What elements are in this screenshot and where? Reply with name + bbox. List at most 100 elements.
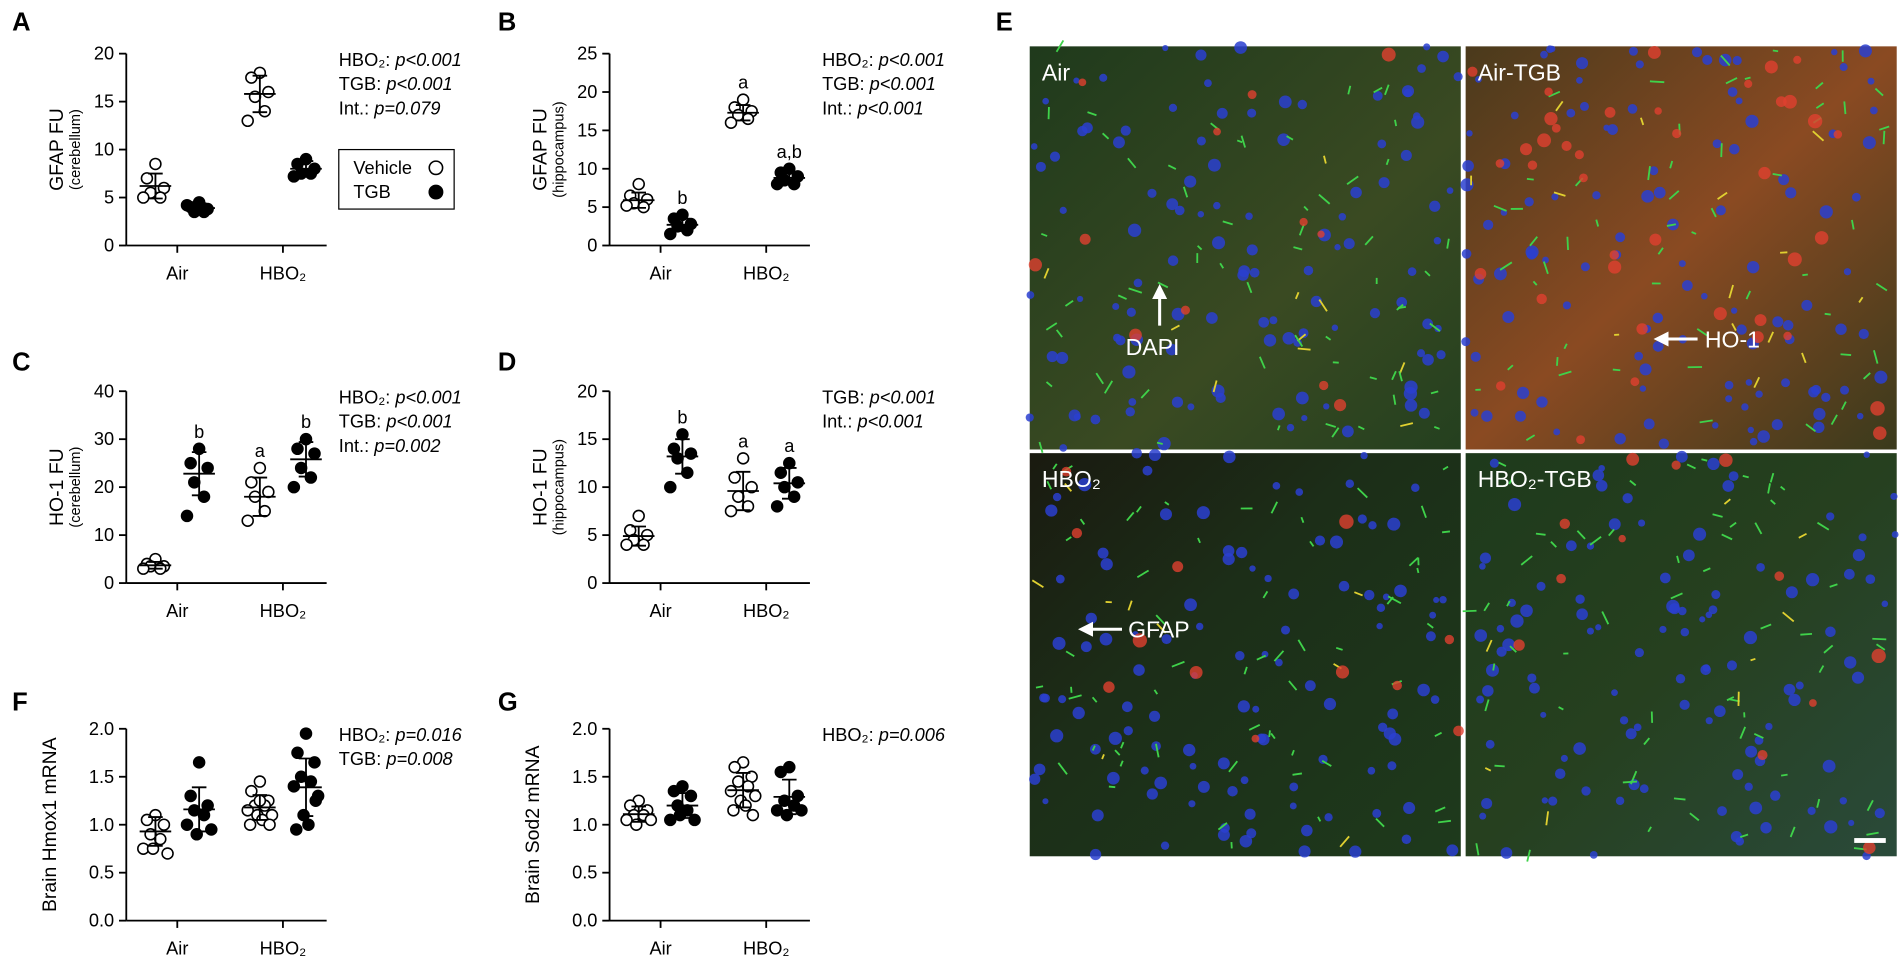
ho1-cell [1787, 252, 1802, 267]
data-point [724, 504, 738, 518]
nucleus [1236, 546, 1248, 559]
astrocyte [1721, 533, 1733, 541]
nucleus [1123, 726, 1133, 736]
nucleus [1680, 627, 1690, 637]
data-point [190, 828, 203, 841]
astrocyte [1103, 380, 1114, 394]
ho1-cell [1061, 466, 1072, 477]
astrocyte [1475, 843, 1480, 856]
nucleus [1819, 205, 1833, 219]
nucleus [1628, 46, 1638, 56]
ho1-cell [1630, 377, 1640, 387]
data-point [739, 799, 752, 812]
nucleus [1407, 267, 1417, 276]
nucleus [1059, 206, 1067, 214]
nucleus [1227, 785, 1238, 797]
astrocyte [1526, 849, 1531, 862]
ho1-cell [1319, 380, 1329, 391]
astrocyte [1494, 764, 1505, 768]
astrocyte [1484, 699, 1490, 712]
nucleus [1338, 580, 1350, 592]
nucleus [1189, 762, 1197, 770]
ho1-cell [1317, 230, 1325, 238]
nucleus [1638, 519, 1646, 527]
stat-p: p<0.001 [385, 74, 452, 94]
astrocyte [1529, 236, 1538, 247]
significance-letter: b [677, 188, 687, 208]
nucleus [1615, 232, 1626, 243]
error-bar [252, 74, 268, 114]
ho1-cell [1536, 293, 1547, 305]
nucleus [1745, 114, 1759, 128]
ho1-cell [1495, 159, 1505, 168]
astrocyte [1318, 299, 1328, 312]
nucleus [1741, 403, 1749, 411]
significance-letter: a [255, 441, 266, 461]
ho1-cell [1527, 160, 1538, 170]
astrocyte [1542, 261, 1549, 275]
y-tick-label: 2.0 [89, 719, 114, 739]
nucleus [1383, 727, 1396, 740]
ho1-cell [1574, 150, 1584, 160]
data-point [154, 191, 167, 204]
data-point [728, 760, 741, 774]
nucleus [1403, 88, 1413, 98]
nucleus [1126, 307, 1136, 317]
astrocyte [1300, 516, 1305, 523]
nucleus [1404, 380, 1418, 394]
stat-term: Int.: [822, 412, 852, 432]
nucleus [1781, 378, 1790, 388]
nucleus [1112, 302, 1120, 311]
ho1-cell [1775, 96, 1787, 107]
ho1-cell [1647, 45, 1661, 59]
ho1-cell [1608, 260, 1622, 274]
nucleus [1157, 436, 1171, 451]
nucleus [1496, 624, 1505, 633]
astrocyte [1726, 696, 1735, 702]
data-point [673, 808, 687, 822]
ho1-cell [1719, 453, 1733, 467]
nucleus [1360, 451, 1368, 460]
astrocyte [1767, 331, 1774, 343]
astrocyte [1136, 569, 1150, 579]
y-tick-label: 5 [104, 188, 114, 208]
y-axis-sublabel: (hippocampus) [551, 101, 567, 197]
astrocyte [1553, 191, 1566, 197]
astrocyte [1426, 622, 1434, 629]
nucleus [1184, 598, 1197, 612]
nucleus [1364, 589, 1375, 601]
data-point [783, 456, 796, 470]
data-point [258, 504, 271, 518]
astrocyte [1712, 513, 1723, 518]
nucleus [1235, 651, 1245, 661]
nucleus [1026, 291, 1035, 299]
nucleus [1765, 722, 1773, 731]
nucleus [1771, 419, 1783, 431]
ho1-cell [1751, 331, 1764, 343]
astrocyte [1739, 726, 1747, 739]
astrocyte [1462, 609, 1477, 613]
stat-p: p=0.002 [373, 436, 440, 456]
stat-p: p<0.001 [869, 387, 936, 407]
x-tick-label: Air [166, 264, 188, 284]
astrocyte [1292, 772, 1303, 776]
astrocyte [1140, 389, 1150, 399]
astrocyte [1805, 423, 1816, 433]
ho1-cell [1626, 452, 1640, 466]
nucleus [1643, 418, 1655, 430]
nucleus [1146, 788, 1158, 800]
nucleus [1234, 41, 1247, 54]
nucleus [1042, 97, 1049, 105]
nucleus [1863, 451, 1870, 458]
nucleus [1641, 190, 1654, 203]
y-tick-label: 5 [587, 197, 597, 217]
stat-line: Int.: p<0.001 [822, 98, 924, 118]
nucleus [1858, 44, 1872, 58]
ho1-cell [1544, 112, 1558, 126]
ho1-cell [1392, 680, 1402, 691]
nucleus [1627, 104, 1638, 114]
nucleus [1090, 414, 1101, 425]
error-bar [631, 525, 646, 547]
astrocyte [1331, 427, 1340, 438]
stat-term: HBO₂: [822, 725, 874, 745]
